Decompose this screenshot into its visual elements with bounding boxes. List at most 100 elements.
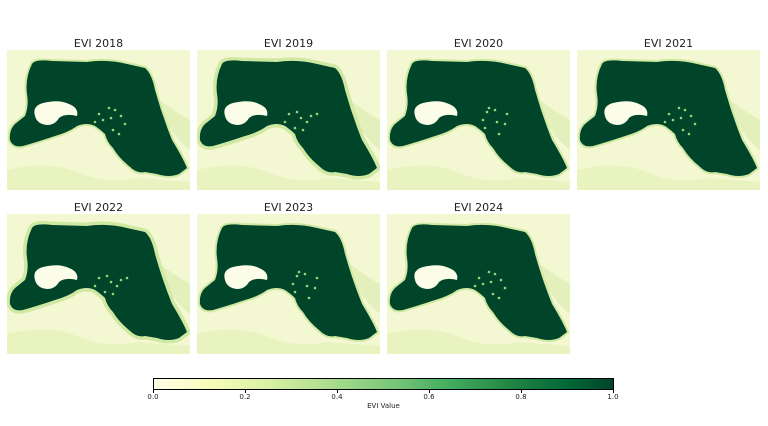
vegetation-gap — [681, 128, 685, 132]
colorbar-tick — [245, 390, 246, 393]
vegetation-gap — [287, 112, 291, 116]
high-evi-land-mass — [579, 60, 757, 176]
vegetation-gap — [93, 284, 97, 288]
vegetation-gap — [103, 290, 107, 294]
terrain-shade — [387, 329, 570, 354]
terrain-shade — [197, 329, 380, 354]
vegetation-gap — [305, 120, 309, 124]
vegetation-gap — [495, 120, 499, 124]
vegetation-gap — [295, 110, 299, 114]
colorbar-gradient — [153, 378, 614, 390]
map-panel-2023: EVI 2023 — [197, 200, 380, 355]
vegetation-gap — [107, 106, 111, 110]
vegetation-gap — [497, 132, 501, 136]
map-panel-2019: EVI 2019 — [197, 36, 380, 191]
colorbar-tick — [153, 390, 154, 393]
panel-title: EVI 2021 — [643, 37, 694, 50]
colorbar-tick — [337, 390, 338, 393]
vegetation-gap — [313, 286, 317, 290]
vegetation-gap — [97, 276, 101, 280]
vegetation-gap — [307, 296, 311, 300]
vegetation-gap — [315, 276, 319, 280]
low-evi-lagoon — [34, 265, 78, 289]
terrain-shade — [387, 165, 570, 190]
vegetation-gap — [125, 276, 129, 280]
vegetation-gap — [113, 108, 117, 112]
colorbar-tick — [429, 390, 430, 393]
evi-map-2023 — [197, 214, 380, 354]
vegetation-gap — [499, 278, 503, 282]
vegetation-gap — [119, 114, 123, 118]
evi-map-2022 — [7, 214, 190, 354]
evi-map-2020 — [387, 50, 570, 190]
vegetation-gap — [693, 122, 697, 126]
panel-title: EVI 2023 — [263, 201, 314, 214]
high-evi-land-mass — [389, 224, 567, 340]
vegetation-gap — [299, 116, 303, 120]
vegetation-gap — [305, 284, 309, 288]
high-evi-land-mass — [199, 224, 377, 340]
vegetation-gap — [487, 270, 491, 274]
colorbar-tick — [613, 390, 614, 393]
vegetation-gap — [301, 128, 305, 132]
evi-map-2018 — [7, 50, 190, 190]
panel-title: EVI 2019 — [263, 37, 314, 50]
vegetation-gap — [123, 122, 127, 126]
vegetation-gap — [493, 108, 497, 112]
colorbar-label: EVI Value — [367, 402, 400, 410]
low-evi-lagoon — [34, 101, 78, 125]
low-evi-lagoon — [414, 101, 458, 125]
vegetation-gap — [477, 276, 481, 280]
vegetation-gap — [487, 106, 491, 110]
terrain-shade — [7, 165, 190, 190]
vegetation-gap — [497, 296, 501, 300]
vegetation-gap — [505, 112, 509, 116]
map-panel-2024: EVI 2024 — [387, 200, 570, 355]
vegetation-gap — [111, 292, 115, 296]
panel-title: EVI 2018 — [73, 37, 124, 50]
colorbar-tick-label: 0.2 — [239, 393, 251, 401]
vegetation-gap — [473, 284, 477, 288]
terrain-shade — [197, 165, 380, 190]
map-panel-2021: EVI 2021 — [577, 36, 760, 191]
colorbar-tick-label: 1.0 — [607, 393, 619, 401]
evi-map-2019 — [197, 50, 380, 190]
vegetation-gap — [93, 120, 97, 124]
vegetation-gap — [309, 114, 313, 118]
vegetation-gap — [105, 274, 109, 278]
vegetation-gap — [485, 110, 489, 114]
vegetation-gap — [679, 116, 683, 120]
vegetation-gap — [503, 286, 507, 290]
panel-title: EVI 2020 — [453, 37, 504, 50]
high-evi-land-mass — [9, 224, 187, 340]
vegetation-gap — [687, 132, 691, 136]
vegetation-gap — [683, 108, 687, 112]
vegetation-gap — [293, 126, 297, 130]
vegetation-gap — [97, 112, 101, 116]
high-evi-land-mass — [389, 60, 567, 176]
vegetation-gap — [101, 118, 105, 122]
colorbar-tick — [521, 390, 522, 393]
high-evi-land-mass — [199, 60, 377, 176]
vegetation-gap — [119, 278, 123, 282]
low-evi-lagoon — [224, 101, 268, 125]
vegetation-gap — [689, 114, 693, 118]
map-panel-2020: EVI 2020 — [387, 36, 570, 191]
vegetation-gap — [291, 282, 295, 286]
evi-map-2024 — [387, 214, 570, 354]
vegetation-gap — [481, 282, 485, 286]
vegetation-gap — [295, 274, 299, 278]
vegetation-gap — [109, 116, 113, 120]
colorbar-tick-label: 0.4 — [331, 393, 343, 401]
map-panel-2022: EVI 2022 — [7, 200, 190, 355]
terrain-shade — [7, 329, 190, 354]
colorbar-tick-label: 0.8 — [515, 393, 527, 401]
vegetation-gap — [491, 292, 495, 296]
vegetation-gap — [493, 272, 497, 276]
terrain-shade — [577, 165, 760, 190]
vegetation-gap — [283, 120, 287, 124]
vegetation-gap — [671, 118, 675, 122]
vegetation-gap — [109, 280, 113, 284]
low-evi-lagoon — [224, 265, 268, 289]
vegetation-gap — [503, 122, 507, 126]
